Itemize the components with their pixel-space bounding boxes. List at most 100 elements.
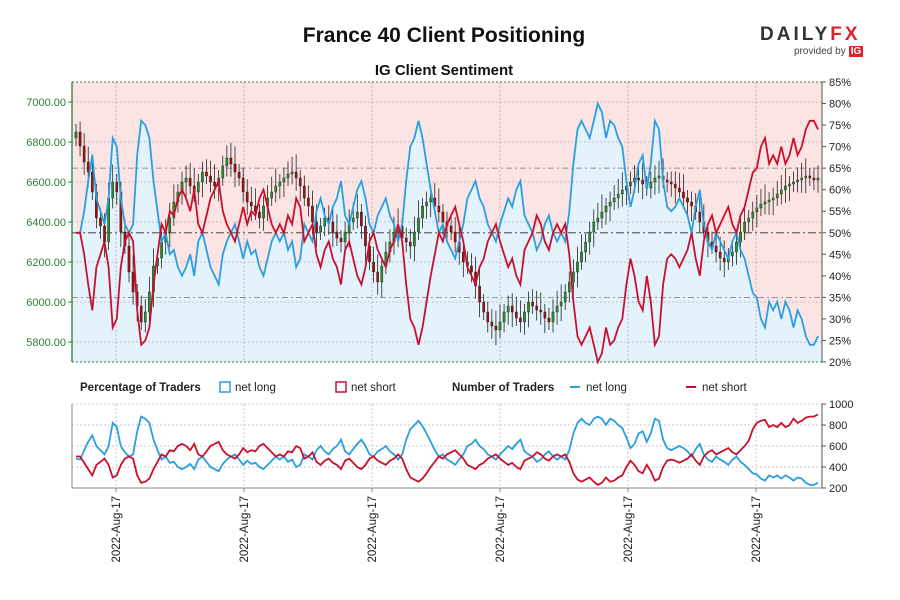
candle-up <box>74 131 78 139</box>
x-tick-label: 2022-Aug-17 <box>239 496 251 563</box>
legend-num-long-label: net long <box>586 382 627 394</box>
candle-up <box>767 199 771 203</box>
candle-down <box>514 311 518 319</box>
candle-up <box>168 217 172 233</box>
candle-up <box>184 177 188 183</box>
candle-down <box>673 183 677 189</box>
candle-up <box>608 201 612 207</box>
candle-up <box>148 291 151 313</box>
candle-up <box>743 221 746 233</box>
candle-up <box>588 231 592 243</box>
candle-up <box>421 205 424 219</box>
candle-up <box>600 211 604 219</box>
candle-down <box>131 271 135 293</box>
legend-pct-title: Percentage of Traders <box>80 382 201 394</box>
candle-up <box>286 173 290 179</box>
net-short-pct-line <box>76 119 819 365</box>
candle-down <box>360 211 363 227</box>
candle-down <box>335 231 339 239</box>
candle-down <box>404 237 408 243</box>
candle-up <box>523 311 526 323</box>
candle-up <box>282 177 286 183</box>
candle-down <box>665 179 669 183</box>
candle-up <box>788 183 791 187</box>
candle-down <box>641 179 645 185</box>
candle-up <box>319 225 322 233</box>
candle-down <box>669 181 673 185</box>
candle-up <box>800 177 804 181</box>
pct-tick-label: 50% <box>829 228 851 240</box>
candle-up <box>563 291 567 303</box>
candle-up <box>604 205 608 213</box>
candle-down <box>209 175 212 183</box>
pct-tick-label: 30% <box>829 314 851 326</box>
candle-down <box>139 305 143 323</box>
candle-up <box>323 217 327 227</box>
candle-down <box>682 191 685 199</box>
candle-down <box>539 309 543 313</box>
candle-down <box>245 191 249 203</box>
candle-up <box>792 181 795 185</box>
price-tick-label: 5800.00 <box>26 337 66 349</box>
candle-down <box>331 221 335 233</box>
candle-up <box>763 201 767 205</box>
candle-down <box>298 177 302 187</box>
candle-down <box>531 301 534 307</box>
candle-down <box>127 245 131 273</box>
pct-tick-label: 65% <box>829 163 851 175</box>
candle-up <box>816 177 820 181</box>
candle-down <box>90 171 94 193</box>
pct-tick-label: 85% <box>829 77 851 89</box>
candle-down <box>722 257 726 263</box>
candle-down <box>188 177 192 187</box>
legend-num-short-label: net short <box>702 382 748 394</box>
price-tick-label: 6200.00 <box>26 257 66 269</box>
candle-up <box>555 305 559 313</box>
candle-up <box>355 211 359 219</box>
candle-up <box>201 171 204 183</box>
candle-up <box>567 281 571 293</box>
candle-up <box>290 171 294 175</box>
candle-down <box>376 271 380 283</box>
candle-up <box>351 217 355 223</box>
candle-down <box>461 251 465 263</box>
candle-up <box>759 203 763 209</box>
candle-down <box>510 305 514 313</box>
candle-up <box>779 189 783 195</box>
candle-down <box>494 325 498 331</box>
candle-up <box>225 157 229 167</box>
candle-up <box>751 211 755 219</box>
candle-down <box>453 231 457 243</box>
pct-tick-label: 40% <box>829 271 851 283</box>
candle-down <box>718 251 722 259</box>
candle-up <box>731 251 734 257</box>
candle-up <box>775 193 779 199</box>
dailyfx-logo: DAILYFX provided by IG <box>760 24 870 64</box>
logo-provided-by: provided by IG <box>794 46 864 57</box>
logo-wordmark: DAILYFX <box>760 24 861 45</box>
candle-up <box>425 201 428 207</box>
candle-down <box>482 301 486 313</box>
price-tick-label: 7000.00 <box>26 97 66 109</box>
candle-up <box>417 217 420 233</box>
candle-up <box>111 181 115 199</box>
candle-up <box>739 231 742 243</box>
price-tick-label: 6600.00 <box>26 177 66 189</box>
candle-down <box>372 261 375 273</box>
pct-tick-label: 70% <box>829 142 851 154</box>
candle-up <box>551 311 555 323</box>
candle-down <box>408 241 412 247</box>
candle-up <box>221 165 225 179</box>
candle-up <box>755 207 759 213</box>
count-tick-label: 800 <box>829 420 847 432</box>
candle-up <box>596 217 600 223</box>
x-tick-label: 2022-Aug-17 <box>367 496 379 563</box>
candle-up <box>498 321 502 331</box>
candle-down <box>478 285 481 303</box>
candle-down <box>213 181 216 187</box>
candle-up <box>196 181 200 193</box>
candle-up <box>735 241 738 253</box>
candle-down <box>714 245 718 253</box>
candle-up <box>784 185 787 191</box>
candle-down <box>698 211 702 223</box>
